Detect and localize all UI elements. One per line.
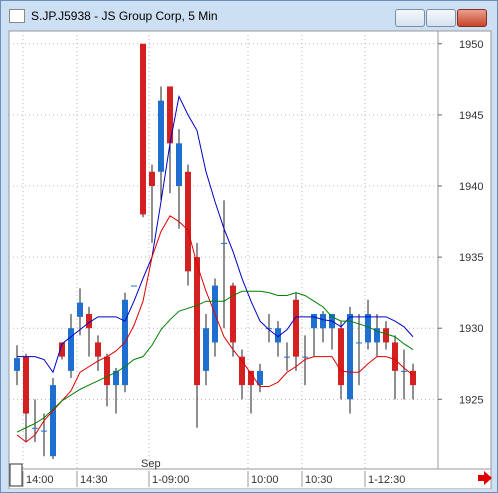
maximize-button[interactable] — [426, 9, 456, 27]
candle-body — [167, 86, 173, 144]
candle-body — [320, 313, 326, 329]
candle-body — [302, 356, 308, 358]
candle-body — [383, 328, 389, 343]
candle-body — [176, 143, 182, 187]
candle-body — [68, 328, 74, 371]
candle-body — [41, 430, 47, 432]
candle-body — [248, 370, 254, 386]
candle-body — [113, 370, 119, 386]
y-tick-label: 1925 — [459, 394, 483, 406]
x-tick-label: 1-12:30 — [368, 474, 405, 486]
y-tick-label: 1945 — [459, 110, 483, 122]
y-tick-label: 1940 — [459, 181, 483, 193]
candle-body — [266, 328, 272, 330]
y-tick-label: 1950 — [459, 39, 483, 51]
scroll-box[interactable] — [9, 463, 23, 487]
candle-body — [221, 242, 227, 244]
moving-average-line — [17, 94, 414, 374]
minimize-button[interactable] — [395, 9, 425, 27]
scroll-arrow[interactable] — [478, 471, 492, 485]
close-button[interactable] — [457, 9, 487, 27]
candle-body — [311, 313, 317, 329]
x-tick-label: 10:30 — [305, 474, 333, 486]
candle-body — [392, 342, 398, 371]
title-bar: S.JP.J5938 - JS Group Corp, 5 Min — [1, 1, 497, 29]
candle-body — [185, 171, 191, 272]
chart: 1925 1930 1935 1940 1945 1950 14:00 14:30 1-09:0… — [8, 30, 492, 489]
window-title: S.JP.J5938 - JS Group Corp, 5 Min — [31, 9, 218, 23]
candle-body — [104, 356, 110, 386]
moving-average-line — [16, 290, 414, 433]
x-tick-label: 14:00 — [26, 474, 54, 486]
candle-body — [257, 370, 263, 386]
candle-body — [158, 100, 164, 172]
candle-body — [347, 313, 353, 400]
candle-body — [374, 328, 380, 343]
x-tick-label: 14:30 — [80, 474, 108, 486]
y-tick-label: 1930 — [459, 323, 483, 335]
candle-body — [14, 358, 20, 371]
candle-body — [284, 356, 290, 358]
month-label: Sep — [141, 458, 161, 470]
candle-body — [275, 328, 281, 343]
candle-body — [194, 257, 200, 386]
candle-body — [95, 342, 101, 357]
candle-body — [140, 43, 146, 215]
time-axis — [8, 468, 492, 489]
x-tick-label: 1-09:00 — [152, 474, 189, 486]
candle-body — [401, 370, 407, 372]
x-tick-label: 10:00 — [251, 474, 279, 486]
candle-body — [86, 313, 92, 329]
candle-body — [131, 285, 137, 287]
candle-body — [239, 356, 245, 386]
candle-body — [293, 299, 299, 357]
y-tick-label: 1935 — [459, 252, 483, 264]
candle-body — [32, 427, 38, 429]
candle-body — [365, 313, 371, 343]
candle-body — [338, 328, 344, 386]
candle-body — [356, 342, 362, 344]
moving-average-line — [16, 215, 414, 443]
window-icon — [9, 9, 25, 23]
candle-body — [59, 342, 65, 357]
candle-body — [203, 328, 209, 371]
candle-body — [50, 385, 56, 457]
candle-body — [410, 370, 416, 386]
candle-body — [149, 171, 155, 187]
candle-body — [23, 356, 29, 414]
price-axis — [437, 30, 492, 470]
candle-body — [77, 302, 83, 317]
candle-body — [230, 285, 236, 343]
